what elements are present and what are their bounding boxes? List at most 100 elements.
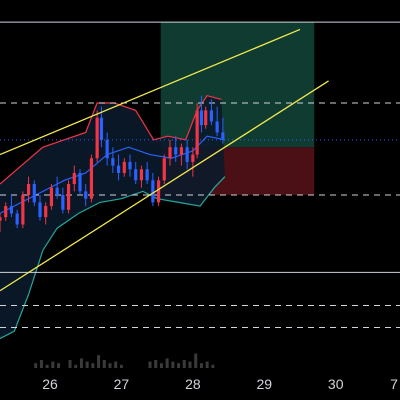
volume-bar-21: [182, 360, 186, 368]
candle-body-16: [89, 158, 94, 199]
candle-body-18: [99, 117, 104, 140]
candle-body-3: [15, 213, 19, 225]
volume-bar-2: [45, 364, 49, 368]
volume-bar-0: [34, 363, 38, 368]
candle-17: [95, 110, 99, 162]
x-tick-label-5: 7: [390, 376, 398, 392]
candle-21: [116, 154, 121, 181]
volume-bar-17: [159, 363, 163, 368]
volume-bar-3: [51, 361, 55, 368]
candle-body-26: [145, 169, 149, 181]
candle-body-37: [204, 110, 208, 126]
candle-11: [61, 187, 65, 214]
channel-line-1: [0, 28, 301, 156]
candle-15: [84, 184, 88, 207]
volume-bar-6: [74, 364, 78, 368]
volume-bar-20: [177, 363, 181, 368]
candle-25: [139, 165, 144, 188]
candle-body-1: [4, 206, 8, 218]
candle-6: [32, 180, 36, 207]
candle-body-11: [61, 195, 65, 210]
candle-10: [55, 176, 59, 199]
candle-body-40: [221, 132, 225, 140]
candle-body-13: [72, 172, 76, 184]
candle-32: [179, 143, 184, 166]
candle-14: [78, 169, 82, 196]
target-zone: [160, 22, 315, 148]
candle-20: [111, 147, 115, 173]
candle-9: [49, 184, 54, 210]
candle-12: [66, 180, 71, 214]
candle-body-4: [21, 195, 25, 225]
candle-19: [105, 132, 109, 166]
candle-body-10: [55, 187, 59, 196]
candle-33: [185, 139, 189, 170]
volume-bar-24: [199, 363, 203, 368]
candle-body-17: [95, 117, 99, 159]
volume-bar-4: [57, 363, 61, 368]
candle-29: [162, 154, 166, 184]
trend-channel[interactable]: [0, 28, 329, 292]
candle-body-28: [156, 180, 161, 203]
candle-body-33: [185, 147, 189, 162]
volume-bar-13: [114, 361, 118, 368]
candle-body-15: [84, 191, 88, 199]
volume-bar-16: [154, 360, 158, 368]
volume-bar-22: [188, 361, 192, 368]
volume-bar-9: [91, 363, 95, 368]
candle-body-31: [174, 147, 178, 155]
candle-body-7: [38, 202, 42, 218]
x-axis: 26 27 28 29 30 7: [42, 376, 398, 392]
candle-30: [168, 139, 172, 166]
volume-bar-19: [171, 361, 175, 368]
candle-body-21: [116, 165, 121, 173]
candle-body-24: [134, 169, 138, 181]
candle-body-9: [49, 187, 54, 207]
candles: [0, 95, 225, 232]
band-lower-line: [0, 176, 226, 340]
volume-bar-7: [79, 358, 83, 368]
candle-body-35: [195, 110, 199, 155]
volume-bar-25: [205, 361, 209, 368]
candle-body-5: [26, 184, 31, 196]
candle-37: [204, 106, 208, 129]
candle-body-32: [179, 147, 184, 155]
candle-body-0: [0, 217, 2, 221]
candle-18: [99, 106, 104, 148]
x-tick-label-0: 26: [42, 376, 58, 392]
candle-body-23: [128, 161, 132, 170]
x-tick-label-1: 27: [114, 376, 130, 392]
candle-27: [151, 172, 155, 207]
volume-bar-10: [97, 355, 101, 368]
candle-body-27: [151, 180, 155, 203]
candle-body-14: [78, 172, 82, 192]
x-tick-label-3: 29: [256, 376, 272, 392]
volume-bar-11: [102, 360, 106, 368]
candle-16: [89, 154, 94, 203]
volume-bar-18: [165, 358, 169, 368]
volume-bar-14: [119, 364, 123, 368]
candle-body-22: [122, 161, 126, 173]
candle-35: [195, 103, 199, 159]
candle-7: [38, 195, 42, 221]
horizontal-levels[interactable]: [0, 21, 400, 329]
candle-body-39: [215, 121, 219, 133]
candle-body-20: [111, 158, 115, 166]
candle-23: [128, 154, 132, 177]
candle-4: [21, 191, 25, 229]
candle-31: [174, 136, 178, 162]
candle-body-8: [44, 206, 48, 218]
candle-body-30: [168, 147, 172, 159]
band-middle-line: [0, 135, 226, 214]
band-upper-line: [0, 95, 222, 185]
volume-bars: [34, 353, 215, 368]
volume-bar-26: [211, 364, 215, 368]
volume-bar-5: [68, 360, 72, 368]
candle-body-12: [66, 184, 71, 210]
volume-bar-15: [148, 361, 152, 368]
volume-bar-23: [194, 353, 198, 368]
candle-body-34: [191, 154, 195, 162]
candle-0: [0, 213, 2, 232]
candle-body-25: [139, 169, 144, 181]
